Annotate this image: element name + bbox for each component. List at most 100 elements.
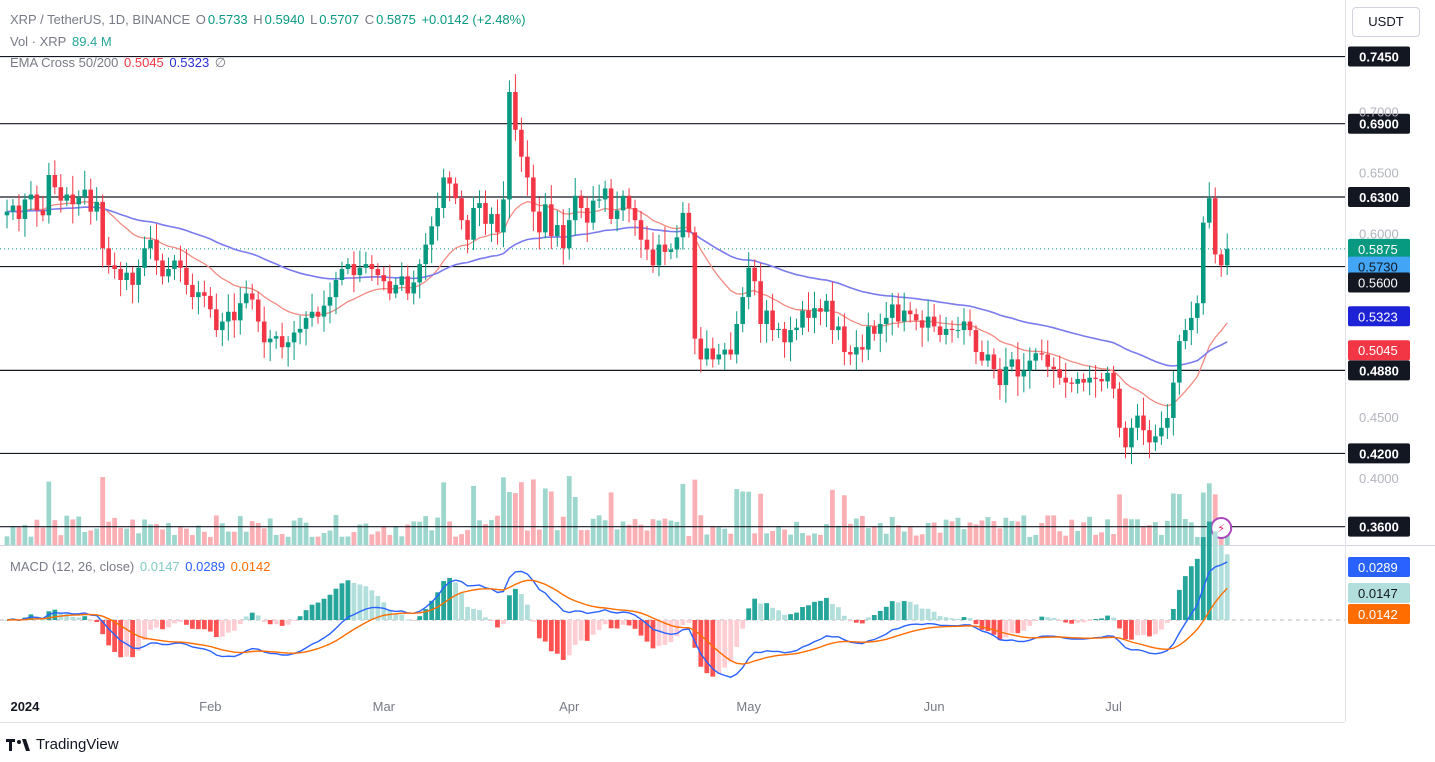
candle-body: [291, 332, 297, 343]
volume-bar: [758, 493, 764, 545]
candle-body: [190, 284, 195, 298]
volume-bar: [345, 536, 351, 545]
candle-body: [148, 239, 153, 249]
volume-bar: [196, 525, 201, 545]
candle-body: [429, 226, 434, 245]
price-tick: 0.6000: [1359, 227, 1399, 242]
macd-hist-bar: [901, 601, 907, 620]
macd-hist-bar: [351, 582, 357, 620]
volume-bar: [716, 527, 722, 545]
level-0560-badge: [1348, 272, 1410, 293]
candle-body: [477, 203, 482, 208]
ema-legend[interactable]: EMA Cross 50/200 0.5045 0.5323 ∅: [10, 55, 228, 71]
volume-bar: [237, 516, 243, 545]
macd-hist-bar: [1135, 620, 1140, 636]
volume-bar: [112, 517, 118, 545]
volume-bar: [674, 521, 680, 545]
macd-legend[interactable]: MACD (12, 26, close) 0.0147 0.0289 0.014…: [10, 559, 272, 574]
volume-legend[interactable]: Vol · XRP 89.4 M: [10, 34, 114, 49]
candle-body: [704, 348, 710, 360]
candle-body: [800, 310, 805, 328]
macd-line: [6, 561, 1228, 678]
volume-bar: [1009, 521, 1015, 545]
macd-hist-bar: [1045, 617, 1051, 620]
macd-hist-bar: [4, 620, 10, 621]
time-axis[interactable]: 2024 Feb Mar Apr May Jun Jul: [10, 699, 1121, 714]
candle-body: [716, 354, 722, 360]
symbol-title[interactable]: XRP / TetherUS, 1D, BINANCE: [10, 12, 191, 27]
volume-bar: [728, 533, 734, 545]
macd-hist-bar: [937, 616, 943, 620]
macd-hist-bar: [100, 620, 106, 635]
candle-body: [82, 189, 88, 197]
candle-body: [788, 330, 793, 343]
candle-body: [519, 129, 524, 157]
macd-hist-bar: [130, 620, 135, 658]
horizontal-levels[interactable]: [0, 55, 1345, 528]
macd-hist-bar: [507, 595, 512, 620]
level-0560-badge-label: 0.5600: [1358, 275, 1398, 290]
ema-lines: [6, 200, 1228, 407]
macd-hist-bar: [1159, 620, 1164, 630]
candle-body: [285, 342, 291, 348]
macd-hist-bar: [321, 598, 327, 620]
macd-hist-bar: [489, 620, 494, 621]
macd-hist-bar: [201, 620, 207, 630]
volume-bar: [788, 534, 793, 545]
candle-body: [1135, 415, 1140, 428]
brand-label: TradingView: [36, 736, 119, 753]
volume-bar: [16, 527, 22, 545]
candle-body: [363, 264, 369, 268]
macd-hist-bar: [680, 620, 686, 626]
macd-hist-bar: [1170, 608, 1176, 620]
level-badge: [1348, 113, 1410, 134]
candle-body: [501, 199, 506, 233]
macd-badge: [1348, 583, 1410, 603]
macd-hist-bar: [483, 617, 488, 620]
volume-bar: [650, 519, 656, 545]
macd-hist-bar: [698, 620, 704, 667]
candles[interactable]: ⚡: [4, 74, 1233, 539]
volume-bar: [542, 488, 548, 545]
volume-bar: [166, 523, 171, 545]
volume-bar: [136, 533, 141, 545]
candle-body: [728, 349, 734, 355]
currency-button[interactable]: USDT: [1352, 7, 1420, 37]
macd-hist-bar: [794, 612, 799, 620]
macd-hist-bar: [333, 588, 339, 620]
macd-badge-label: 0.0142: [1358, 607, 1398, 622]
macd-hist-bar: [285, 620, 291, 625]
candle-body: [34, 194, 40, 211]
macd-badge-label: 0.0289: [1358, 560, 1398, 575]
candle-body: [907, 310, 913, 315]
macd-hist-bar: [357, 584, 363, 620]
volume-bar: [100, 477, 106, 545]
candle-body: [895, 304, 901, 322]
price-axis[interactable]: 0.7450 0.6900 0.6300 0.5730 0.4880 0.4200 0.36…: [1348, 46, 1410, 624]
macd-hist-bar: [1105, 615, 1110, 620]
candle-body: [94, 201, 99, 212]
level-badge: [1348, 360, 1410, 381]
volume-label: Vol · XRP: [10, 34, 67, 49]
macd-hist-bar: [1176, 589, 1182, 620]
symbol-legend[interactable]: XRP / TetherUS, 1D, BINANCE O 0.5733 H 0.5…: [10, 12, 528, 27]
candle-body: [471, 207, 476, 240]
macd-hist-bar: [632, 620, 638, 629]
macd-hist-bar: [435, 592, 441, 620]
tradingview-brand[interactable]: TradingView: [6, 736, 119, 753]
candle-body: [883, 317, 889, 324]
candle-body: [764, 310, 769, 324]
candle-body: [369, 264, 375, 270]
volume-bars: [4, 476, 1230, 545]
candle-body: [1129, 427, 1134, 448]
volume-bar: [1206, 483, 1212, 545]
volume-bar: [548, 491, 554, 545]
volume-bar: [82, 531, 88, 545]
candle-body: [160, 260, 165, 277]
volume-bar: [381, 526, 387, 545]
high-label: H: [253, 12, 263, 27]
candle-body: [656, 244, 662, 266]
volume-bar: [130, 519, 135, 545]
volume-bar: [1003, 517, 1009, 545]
